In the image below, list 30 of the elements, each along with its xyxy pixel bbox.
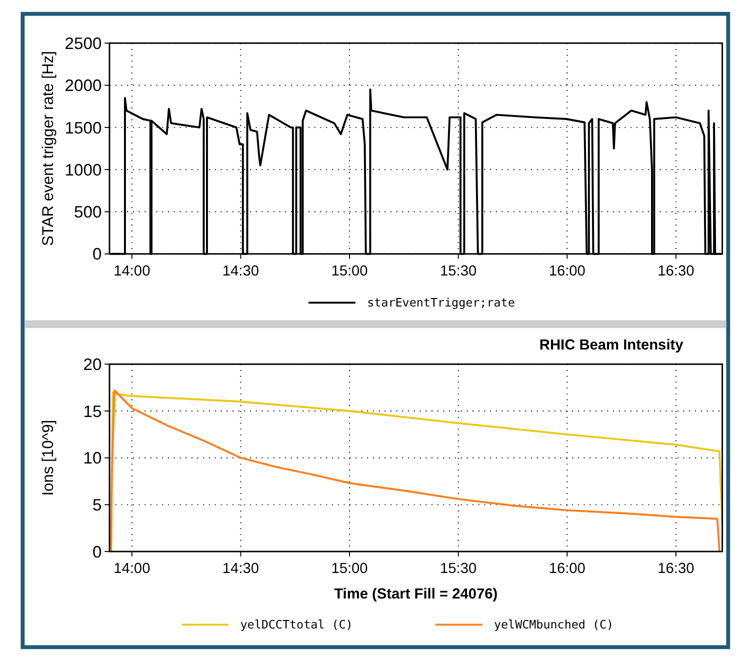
y-axis-title: STAR event trigger rate [Hz] [40,51,57,246]
y-tick-label: 20 [83,355,102,374]
x-tick-label: 14:30 [222,560,260,577]
x-tick-label: 14:00 [114,263,150,280]
legend-label: yelDCCTtotal (C) [240,618,353,632]
y-tick-label: 1000 [64,160,102,180]
x-tick-label: 16:00 [548,560,586,577]
x-tick-label: 15:30 [440,560,477,577]
x-axis-title: Time (Start Fill = 24076) [334,586,498,602]
y-tick-label: 2500 [64,34,102,53]
x-tick-label: 16:30 [658,560,694,577]
x-tick-label: 14:30 [222,263,260,280]
legend-label: yelWCMbunched (C) [494,618,614,632]
y-tick-label: 500 [74,202,102,222]
y-tick-label: 1500 [64,118,102,138]
x-tick-label: 15:30 [440,263,477,280]
y-tick-label: 0 [92,244,102,264]
y-tick-label: 0 [92,542,102,562]
chart-title: RHIC Beam Intensity [539,338,684,354]
legend-label: starEventTrigger;rate [367,296,515,310]
y-tick-label: 10 [83,448,102,468]
y-tick-label: 5 [92,496,102,515]
x-tick-label: 16:30 [658,263,694,280]
x-tick-label: 14:00 [114,560,150,577]
x-tick-label: 16:00 [548,263,586,280]
x-tick-label: 15:00 [331,263,368,280]
y-tick-label: 2000 [64,76,102,96]
y-tick-label: 15 [83,402,102,421]
x-tick-label: 15:00 [331,560,368,577]
y-axis-title: Ions [10^9] [40,420,57,496]
